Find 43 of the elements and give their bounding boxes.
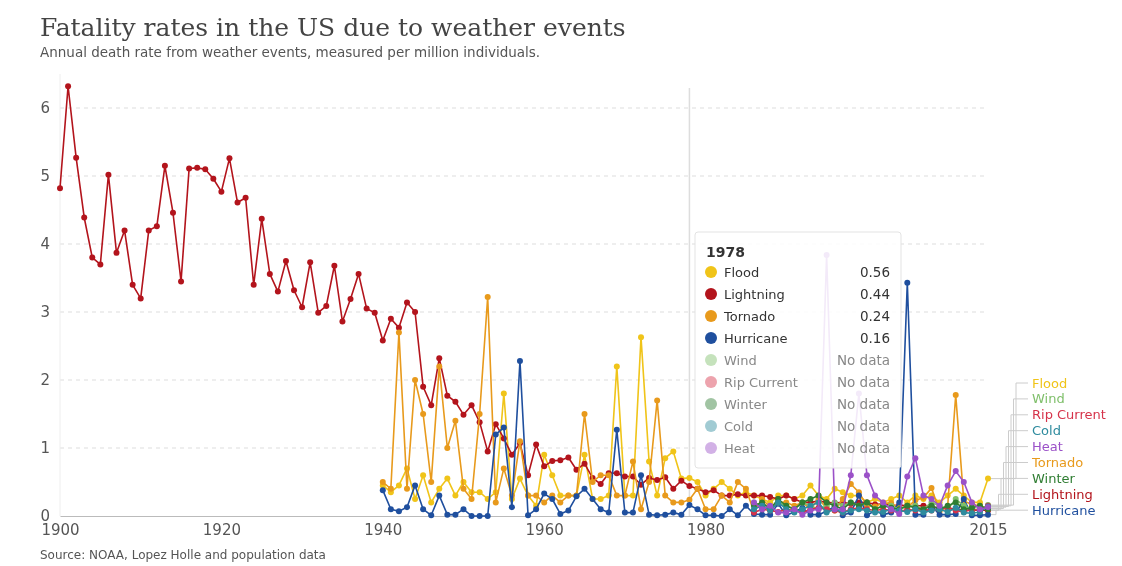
annotation: No data [836, 352, 890, 368]
text: Hurricane [1032, 502, 1096, 518]
text: Heat [1032, 439, 1063, 455]
annotation: 0.44 [859, 286, 890, 302]
ref-line-label: 1978 [706, 244, 745, 260]
legend-label: Hurricane [724, 331, 788, 346]
text: Flood [1032, 375, 1068, 391]
text: No data [836, 374, 890, 390]
x-tick-label: 2015 [969, 520, 1008, 539]
text: No data [836, 418, 890, 434]
legend-label: Heat [724, 441, 755, 456]
annotation: 0.56 [859, 264, 890, 280]
legend-label: Flood [724, 265, 760, 280]
annotation: 0.24 [859, 308, 890, 324]
y-tick-label: 2 [40, 371, 50, 390]
legend-label: Lightning [724, 287, 785, 302]
y-tick-label: 5 [40, 167, 50, 186]
text: Tornado [1032, 455, 1084, 470]
y-tick-label: 1 [40, 439, 50, 458]
legend-label: Tornado [723, 309, 776, 324]
x-tick-label: 2000 [848, 520, 887, 539]
x-tick-label: 1940 [364, 520, 403, 539]
chart-subtitle: Annual death rate from weather events, measured per million individuals. [40, 44, 541, 60]
legend-label: Wind [724, 353, 757, 368]
text: Cold [1032, 423, 1061, 439]
text: No data [836, 440, 890, 456]
text: Lightning [1032, 486, 1093, 502]
x-tick-label: 1980 [686, 520, 726, 539]
text: No data [836, 396, 890, 412]
y-tick-label: 4 [40, 235, 50, 254]
legend-label: Winter [724, 397, 768, 412]
chart-title: Fatality rates in the US due to weather events [40, 13, 626, 42]
text: Rip Current [1032, 407, 1106, 423]
y-tick-label: 3 [40, 303, 50, 322]
x-tick-label: 1960 [525, 520, 564, 539]
y-tick-label: 6 [40, 99, 50, 118]
annotation: 0.16 [859, 330, 890, 346]
text: Winter [1032, 470, 1075, 486]
x-tick-label: 1920 [202, 520, 241, 539]
text: Wind [1032, 391, 1065, 407]
legend-label: Cold [724, 419, 753, 434]
source-note: Source: NOAA, Lopez Holle and population data [40, 548, 326, 562]
legend-label: Rip Current [724, 375, 798, 390]
